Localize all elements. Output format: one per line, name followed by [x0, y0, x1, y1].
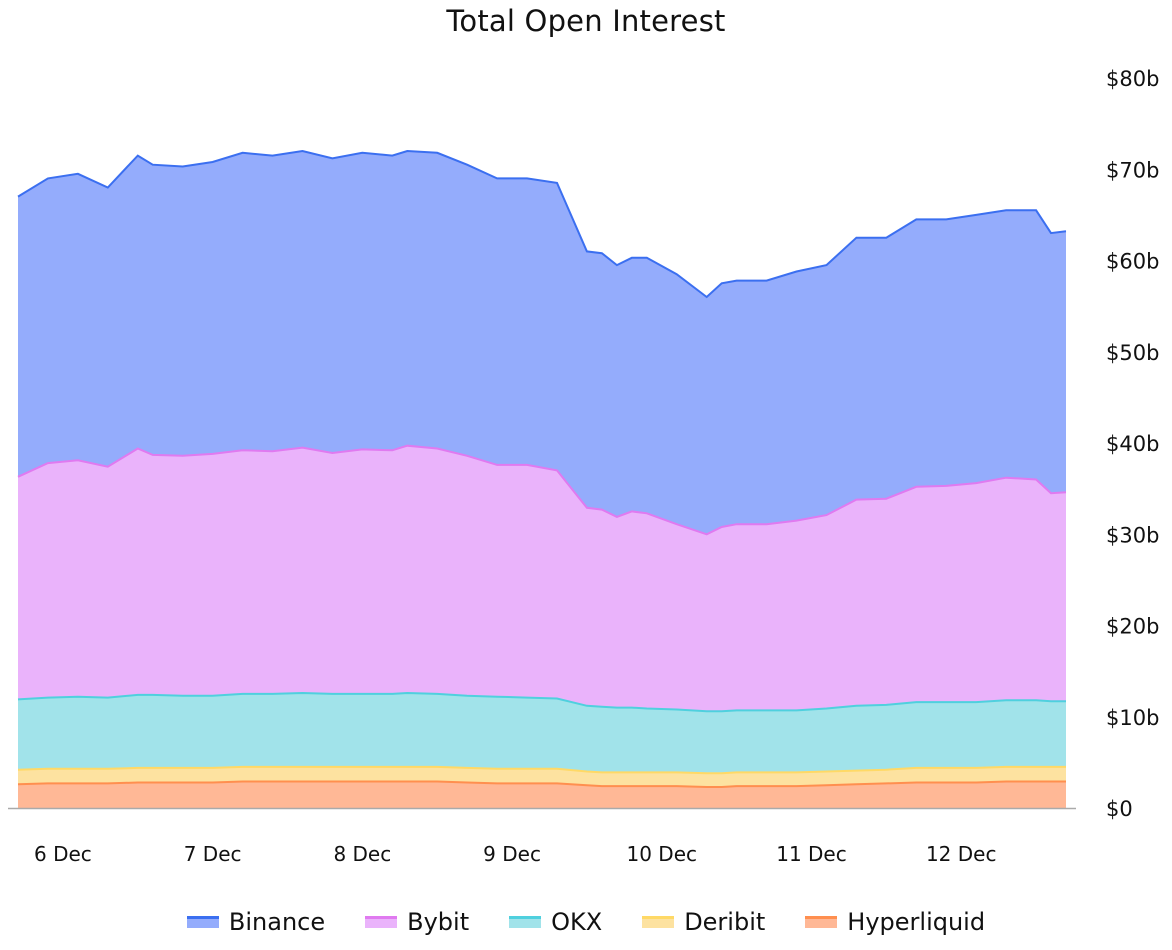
y-tick-label: $10b: [1106, 706, 1159, 730]
series-area-binance: [18, 151, 1066, 535]
legend-label: Hyperliquid: [847, 908, 986, 936]
legend-item-bybit[interactable]: Bybit: [365, 908, 469, 936]
legend-item-hyperliquid[interactable]: Hyperliquid: [805, 908, 985, 936]
y-tick-label: $80b: [1106, 67, 1159, 91]
legend-swatch: [642, 916, 675, 928]
y-axis-ticks: $0 $10b $20b $30b $40b $50b $60b $70b $80b: [1106, 67, 1159, 821]
series-areas: [17, 149, 1067, 808]
legend-label: Bybit: [407, 908, 470, 936]
x-tick-label: 9 Dec: [483, 842, 541, 866]
x-tick-label: 7 Dec: [184, 842, 242, 866]
x-tick-label: 11 Dec: [776, 842, 847, 866]
x-tick-label: 10 Dec: [627, 842, 698, 866]
series-line-deribit: [17, 765, 1066, 775]
legend: Binance Bybit OKX Deribit Hyperliquid: [0, 908, 1172, 936]
x-tick-label: 6 Dec: [34, 842, 92, 866]
legend-label: Binance: [228, 908, 326, 936]
legend-swatch: [509, 916, 542, 928]
y-tick-label: $40b: [1106, 432, 1159, 456]
y-tick-label: $70b: [1106, 158, 1159, 182]
series-line-binance: [17, 149, 1067, 299]
series-line-bybit: [17, 444, 1067, 536]
series-area-bybit: [18, 445, 1066, 712]
legend-item-binance[interactable]: Binance: [186, 908, 326, 936]
y-tick-label: $0: [1106, 797, 1133, 821]
series-area-hyperliquid: [18, 781, 1066, 808]
legend-swatch: [365, 916, 398, 928]
series-area-deribit: [18, 766, 1066, 787]
chart-title: Total Open Interest: [446, 4, 726, 38]
legend-label: OKX: [551, 908, 603, 936]
y-tick-label: $30b: [1106, 523, 1159, 547]
x-tick-label: 8 Dec: [333, 842, 391, 866]
y-tick-label: $60b: [1106, 250, 1159, 274]
series-line-okx: [17, 691, 1066, 713]
series-line-hyperliquid: [17, 780, 1066, 788]
series-area-okx: [18, 693, 1066, 774]
legend-swatch: [186, 916, 219, 928]
y-tick-label: $20b: [1106, 615, 1159, 639]
legend-item-okx[interactable]: OKX: [509, 908, 602, 936]
x-axis-ticks: 6 Dec 7 Dec 8 Dec 9 Dec 10 Dec 11 Dec 12 Dec: [34, 842, 996, 866]
legend-item-deribit[interactable]: Deribit: [642, 908, 765, 936]
legend-label: Deribit: [684, 908, 766, 936]
x-tick-label: 12 Dec: [926, 842, 997, 866]
legend-swatch: [805, 916, 838, 928]
y-tick-label: $50b: [1106, 341, 1159, 365]
